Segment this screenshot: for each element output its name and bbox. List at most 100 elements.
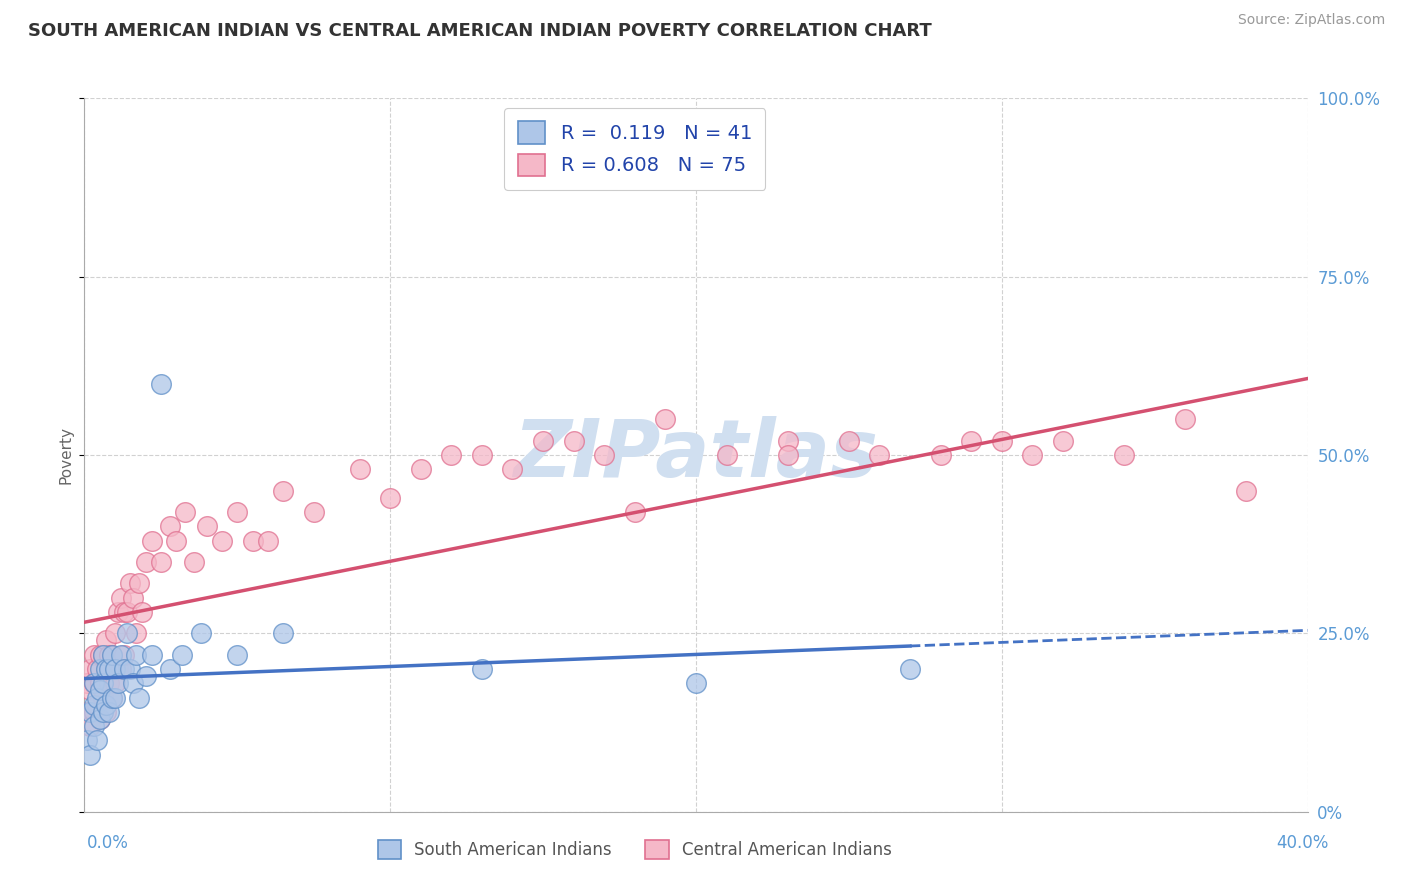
Point: [349, 462, 371, 476]
Point: [112, 662, 135, 676]
Point: [79, 705, 101, 719]
Point: [1236, 483, 1258, 498]
Point: [409, 462, 432, 476]
Point: [76, 733, 98, 747]
Point: [107, 605, 129, 619]
Point: [107, 662, 129, 676]
Point: [76, 676, 98, 690]
Point: [104, 690, 127, 705]
Point: [125, 648, 148, 662]
Point: [83, 719, 105, 733]
Point: [502, 462, 524, 476]
Point: [380, 491, 402, 505]
Point: [101, 690, 124, 705]
Point: [89, 662, 111, 676]
Point: [122, 591, 145, 605]
Point: [91, 690, 114, 705]
Point: [86, 690, 108, 705]
Point: [159, 519, 181, 533]
Point: [716, 448, 738, 462]
Point: [838, 434, 860, 448]
Point: [91, 705, 114, 719]
Point: [257, 533, 280, 548]
Point: [83, 705, 105, 719]
Text: Source: ZipAtlas.com: Source: ZipAtlas.com: [1237, 13, 1385, 28]
Point: [101, 648, 124, 662]
Point: [135, 555, 157, 569]
Point: [79, 747, 101, 762]
Point: [101, 690, 124, 705]
Point: [654, 412, 676, 426]
Point: [94, 662, 117, 676]
Point: [91, 648, 114, 662]
Point: [104, 676, 127, 690]
Text: SOUTH AMERICAN INDIAN VS CENTRAL AMERICAN INDIAN POVERTY CORRELATION CHART: SOUTH AMERICAN INDIAN VS CENTRAL AMERICA…: [28, 22, 932, 40]
Point: [104, 626, 127, 640]
Point: [471, 448, 494, 462]
Point: [929, 448, 952, 462]
Point: [94, 662, 117, 676]
Point: [302, 505, 325, 519]
Point: [83, 676, 105, 690]
Point: [122, 676, 145, 690]
Point: [91, 676, 114, 690]
Point: [94, 633, 117, 648]
Point: [86, 662, 108, 676]
Point: [89, 712, 111, 726]
Point: [101, 648, 124, 662]
Point: [211, 533, 233, 548]
Point: [110, 648, 132, 662]
Point: [115, 605, 138, 619]
Point: [89, 712, 111, 726]
Point: [83, 676, 105, 690]
Point: [172, 648, 194, 662]
Point: [115, 626, 138, 640]
Point: [226, 505, 249, 519]
Point: [89, 648, 111, 662]
Point: [624, 505, 647, 519]
Point: [869, 448, 891, 462]
Point: [562, 434, 585, 448]
Point: [242, 533, 264, 548]
Point: [86, 698, 108, 712]
Point: [97, 676, 120, 690]
Point: [174, 505, 197, 519]
Point: [125, 626, 148, 640]
Point: [91, 648, 114, 662]
Point: [79, 662, 101, 676]
Point: [1052, 434, 1074, 448]
Point: [89, 676, 111, 690]
Point: [531, 434, 554, 448]
Point: [991, 434, 1014, 448]
Point: [107, 676, 129, 690]
Point: [685, 676, 707, 690]
Point: [149, 555, 172, 569]
Point: [226, 648, 249, 662]
Point: [1021, 448, 1043, 462]
Point: [190, 626, 212, 640]
Point: [97, 705, 120, 719]
Point: [165, 533, 187, 548]
Point: [271, 483, 294, 498]
Point: [149, 376, 172, 391]
Point: [112, 605, 135, 619]
Point: [120, 576, 142, 591]
Y-axis label: Poverty: Poverty: [59, 425, 75, 484]
Point: [94, 705, 117, 719]
Legend: South American Indians, Central American Indians: South American Indians, Central American…: [370, 831, 900, 868]
Point: [112, 648, 135, 662]
Point: [79, 719, 101, 733]
Point: [128, 690, 150, 705]
Text: 0.0%: 0.0%: [87, 834, 129, 852]
Point: [776, 434, 799, 448]
Point: [83, 698, 105, 712]
Point: [120, 662, 142, 676]
Point: [104, 662, 127, 676]
Point: [131, 605, 153, 619]
Point: [960, 434, 983, 448]
Point: [135, 669, 157, 683]
Point: [110, 591, 132, 605]
Point: [471, 662, 494, 676]
Point: [110, 662, 132, 676]
Text: ZIPatlas: ZIPatlas: [513, 416, 879, 494]
